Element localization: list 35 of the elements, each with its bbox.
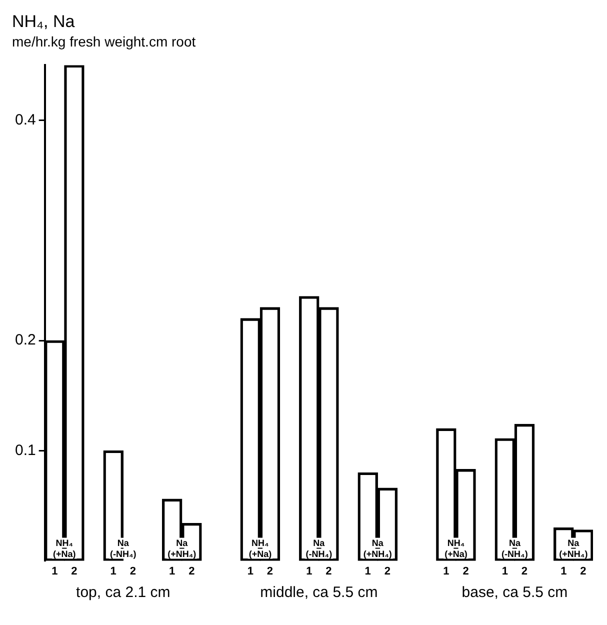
x-tick-label: 2 <box>188 565 195 578</box>
x-tick-label: 1 <box>364 565 371 578</box>
x-tick-label: 1 <box>52 565 58 578</box>
x-tick-label: 1 <box>502 565 508 578</box>
x-tick-label: 1 <box>169 565 176 578</box>
annotation: Na (+NH₄) <box>168 538 196 559</box>
y-tick-label: 0.2 <box>14 332 36 349</box>
x-tick-label: 2 <box>521 565 528 578</box>
annotation: Na (-NH₄) <box>306 538 332 559</box>
x-tick-label: 1 <box>443 565 450 578</box>
x-tick-label: 2 <box>580 565 586 578</box>
annotation: NH₄ (+Na) <box>248 538 272 559</box>
annotation: Na (-NH₄) <box>110 538 136 559</box>
x-tick-label: 1 <box>306 565 312 578</box>
x-tick-label: 2 <box>384 565 391 578</box>
x-tick-label: 2 <box>326 565 332 578</box>
annotation: NH₄ (+Na) <box>53 538 76 559</box>
x-tick-label: 2 <box>462 565 469 578</box>
text: middle, ca 5.5 cm <box>260 584 378 601</box>
annotation: Na (+NH₄) <box>559 538 588 559</box>
chart-subtitle: me/hr.kg fresh weight.cm root <box>12 34 196 50</box>
annotation: Na (+NH₄) <box>363 538 392 559</box>
x-tick-label: 1 <box>247 565 254 578</box>
x-tick-label: 2 <box>71 565 78 578</box>
annotation: NH₄ (+Na) <box>444 538 468 559</box>
x-tick-label: 2 <box>130 565 136 578</box>
text: base, ca 5.5 cm <box>462 584 568 601</box>
text: top, ca 2.1 cm <box>76 584 170 601</box>
x-tick-label: 1 <box>110 565 116 578</box>
x-tick-label: 2 <box>266 565 274 578</box>
y-tick-label: 0.4 <box>14 111 36 128</box>
y-tick-label: 0.1 <box>14 442 36 459</box>
annotation: Na (-NH₄) <box>502 538 528 559</box>
chart-title: NH₄, Na <box>12 12 76 31</box>
x-tick-label: 1 <box>560 565 567 578</box>
